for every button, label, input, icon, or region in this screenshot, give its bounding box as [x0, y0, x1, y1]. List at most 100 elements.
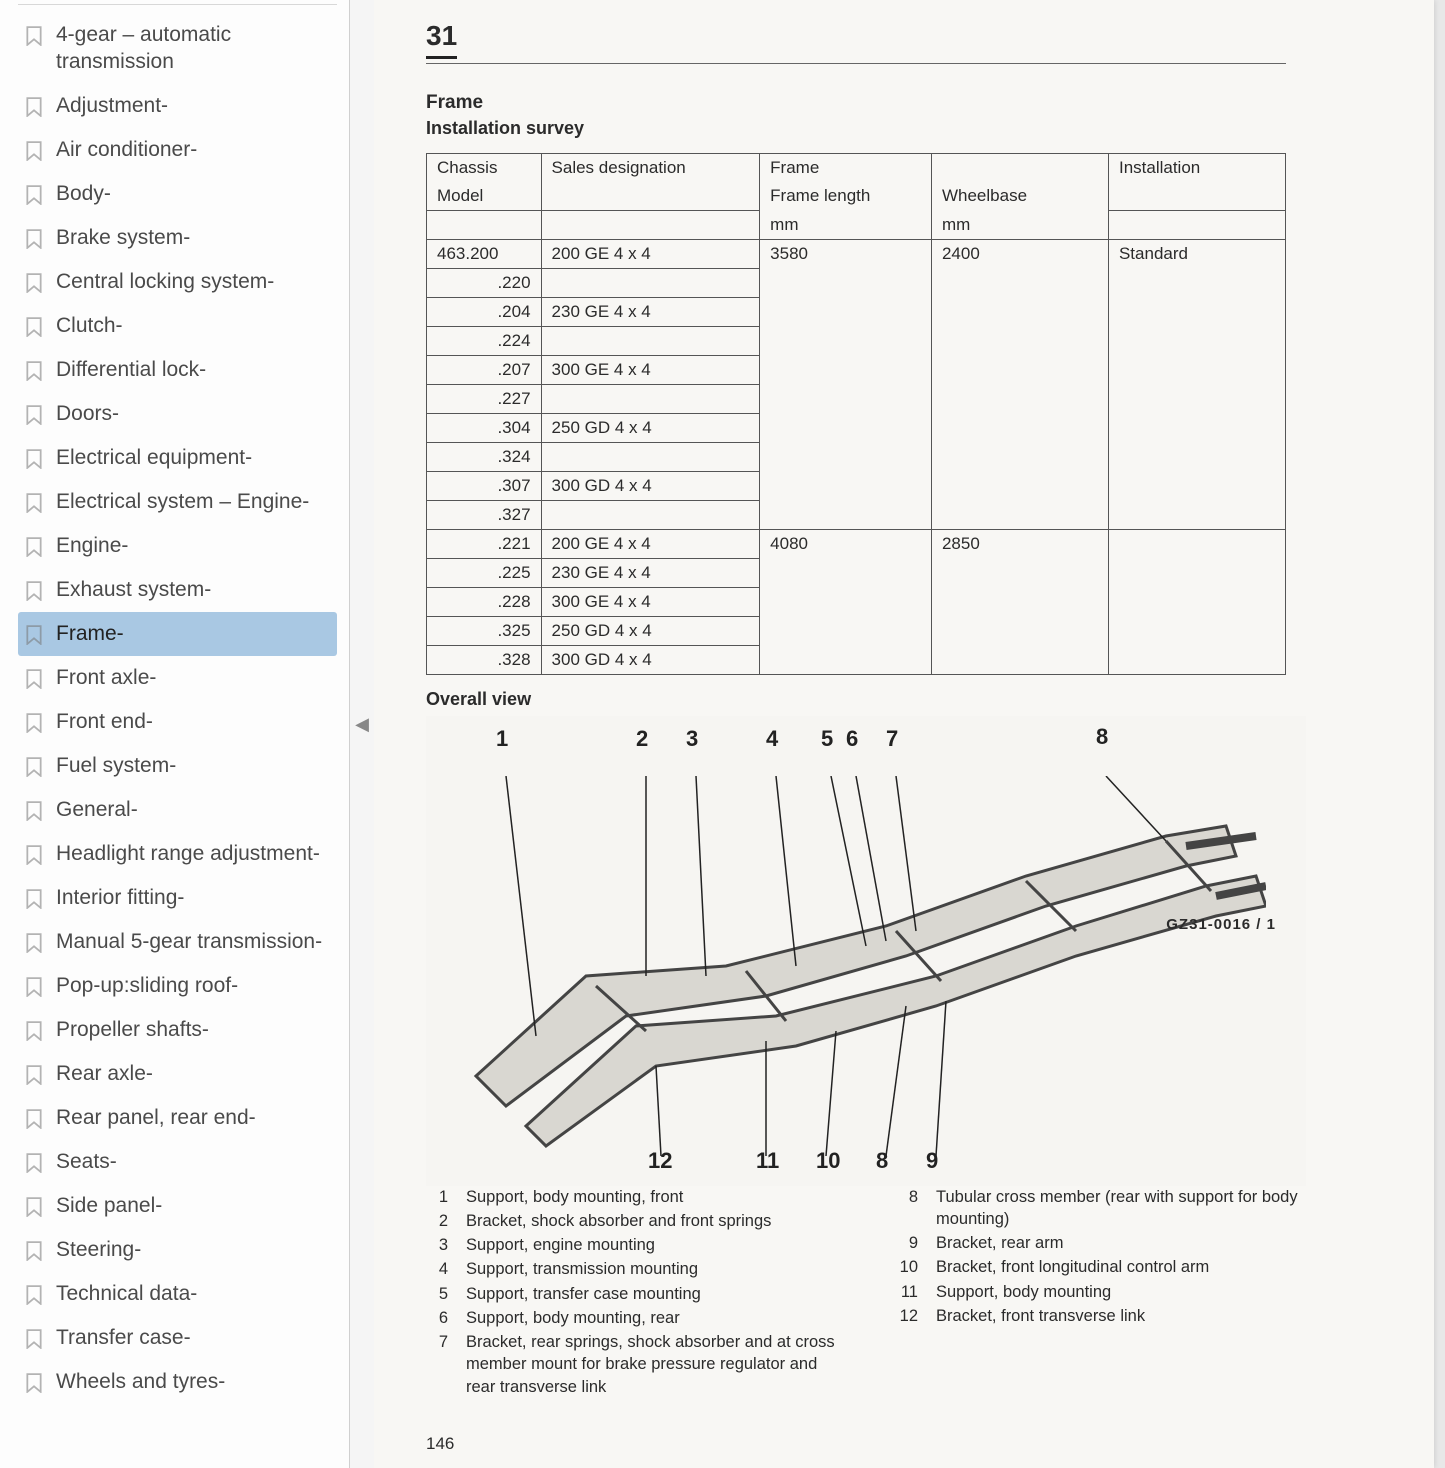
section-title: Frame — [426, 92, 1398, 114]
bookmark-icon — [24, 886, 44, 912]
sidebar-item[interactable]: Engine- — [18, 524, 337, 568]
sidebar-item[interactable]: Differential lock- — [18, 348, 337, 392]
bookmark-icon — [24, 138, 44, 164]
diagram-callout: 3 — [686, 726, 698, 752]
sidebar-item[interactable]: Side panel- — [18, 1184, 337, 1228]
table-row: .221200 GE 4 x 440802850 — [427, 529, 1286, 558]
legend-row: 3Support, engine mounting — [426, 1234, 836, 1256]
diagram-code: GZ31-0016 / 1 — [1166, 916, 1276, 933]
sidebar-item-label: Fuel system- — [56, 752, 327, 779]
bookmark-icon — [24, 1018, 44, 1044]
sidebar-item[interactable]: Doors- — [18, 392, 337, 436]
chevron-left-icon: ◀ — [355, 714, 369, 735]
legend-num: 10 — [896, 1256, 918, 1278]
legend-num: 8 — [896, 1186, 918, 1231]
legend-row: 2 Bracket, shock absorber and front sprin… — [426, 1210, 836, 1232]
legend-text: Support, transfer case mounting — [466, 1283, 836, 1305]
sidebar-item-label: Front axle- — [56, 664, 327, 691]
sidebar-item-label: Doors- — [56, 400, 327, 427]
sidebar-item[interactable]: Seats- — [18, 1140, 337, 1184]
bookmark-icon — [24, 1370, 44, 1396]
sidebar-item[interactable]: Steering- — [18, 1228, 337, 1272]
sidebar-item-label: Clutch- — [56, 312, 327, 339]
legend-row: 9Bracket, rear arm — [896, 1232, 1306, 1254]
legend-row: 6Support, body mounting, rear — [426, 1307, 836, 1329]
sidebar-item-label: Rear panel, rear end- — [56, 1104, 327, 1131]
th-wheelbase: Wheelbase — [931, 182, 1108, 211]
cell-installation: Standard — [1108, 239, 1285, 529]
cell-model: .225 — [427, 558, 542, 587]
legend-num: 4 — [426, 1258, 448, 1280]
diagram-legend: 1Support, body mounting, front2Bracket, … — [426, 1186, 1306, 1400]
legend-num: 2 — [426, 1210, 448, 1232]
cell-sales: 250 GD 4 x 4 — [541, 413, 760, 442]
sidebar-item[interactable]: Headlight range adjustment- — [18, 832, 337, 876]
legend-row: 10Bracket, front longitudinal control ar… — [896, 1256, 1306, 1278]
sidebar-item[interactable]: 4-gear – automatic transmission — [18, 13, 337, 84]
sidebar-collapse-handle[interactable]: ◀ — [350, 0, 374, 1468]
cell-sales: 300 GD 4 x 4 — [541, 645, 760, 674]
sidebar-item[interactable]: Technical data- — [18, 1272, 337, 1316]
sidebar-item[interactable]: Air conditioner- — [18, 128, 337, 172]
sidebar-item[interactable]: Manual 5-gear transmission- — [18, 920, 337, 964]
cell-wheelbase: 2400 — [931, 239, 1108, 529]
legend-num: 6 — [426, 1307, 448, 1329]
bookmark-icon — [24, 710, 44, 736]
diagram-callout: 9 — [926, 1148, 938, 1174]
sidebar-item[interactable]: Frame- — [18, 612, 337, 656]
legend-row: 8Tubular cross member (rear with support… — [896, 1186, 1306, 1231]
bookmark-icon — [24, 534, 44, 560]
sidebar-item-label: Front end- — [56, 708, 327, 735]
sidebar-item[interactable]: Brake system- — [18, 216, 337, 260]
sidebar-item[interactable]: Rear axle- — [18, 1052, 337, 1096]
th-frame-len: Frame length — [760, 182, 932, 211]
sidebar-item[interactable]: General- — [18, 788, 337, 832]
sidebar-item[interactable]: Wheels and tyres- — [18, 1360, 337, 1404]
chassis-illustration — [466, 776, 1266, 1156]
section-subtitle: Installation survey — [426, 118, 1398, 139]
diagram-callout: 10 — [816, 1148, 840, 1174]
th-wheelbase-blank — [931, 154, 1108, 183]
overall-view-label: Overall view — [426, 689, 1398, 710]
cell-model: .224 — [427, 326, 542, 355]
sidebar-item-label: Headlight range adjustment- — [56, 840, 327, 867]
th-installation: Installation — [1108, 154, 1285, 211]
page-rule — [426, 63, 1286, 64]
cell-model: .207 — [427, 355, 542, 384]
sidebar-item-label: Adjustment- — [56, 92, 327, 119]
sidebar-item[interactable]: Propeller shafts- — [18, 1008, 337, 1052]
sidebar-item[interactable]: Transfer case- — [18, 1316, 337, 1360]
sidebar-item-label: 4-gear – automatic transmission — [56, 21, 327, 76]
bookmark-icon — [24, 1106, 44, 1132]
sidebar-item[interactable]: Front end- — [18, 700, 337, 744]
sidebar-item[interactable]: Pop-up:sliding roof- — [18, 964, 337, 1008]
sidebar-item-label: Side panel- — [56, 1192, 327, 1219]
cell-model: .304 — [427, 413, 542, 442]
diagram-callout: 8 — [876, 1148, 888, 1174]
legend-text: Bracket, shock absorber and front spring… — [466, 1210, 836, 1232]
cell-model: .227 — [427, 384, 542, 413]
legend-row: 12Bracket, front transverse link — [896, 1305, 1306, 1327]
sidebar-item[interactable]: Exhaust system- — [18, 568, 337, 612]
legend-text: Support, body mounting — [936, 1281, 1306, 1303]
cell-wheelbase: 2850 — [931, 529, 1108, 674]
cell-model: .220 — [427, 268, 542, 297]
bookmark-icon — [24, 270, 44, 296]
page-section-number: 31 — [426, 20, 457, 59]
cell-sales — [541, 326, 760, 355]
th-model: Model — [427, 182, 542, 211]
sidebar-item[interactable]: Central locking system- — [18, 260, 337, 304]
sidebar-item-label: Engine- — [56, 532, 327, 559]
sidebar-item[interactable]: Electrical system – Engine- — [18, 480, 337, 524]
sidebar-item[interactable]: Rear panel, rear end- — [18, 1096, 337, 1140]
bookmark-icon — [24, 974, 44, 1000]
sidebar-item[interactable]: Interior fitting- — [18, 876, 337, 920]
sidebar-item[interactable]: Front axle- — [18, 656, 337, 700]
sidebar-item[interactable]: Adjustment- — [18, 84, 337, 128]
sidebar-item[interactable]: Fuel system- — [18, 744, 337, 788]
diagram-callout: 5 — [821, 726, 833, 752]
sidebar-item[interactable]: Body- — [18, 172, 337, 216]
sidebar-item[interactable]: Electrical equipment- — [18, 436, 337, 480]
sidebar-item[interactable]: Clutch- — [18, 304, 337, 348]
sidebar-item-label: Differential lock- — [56, 356, 327, 383]
